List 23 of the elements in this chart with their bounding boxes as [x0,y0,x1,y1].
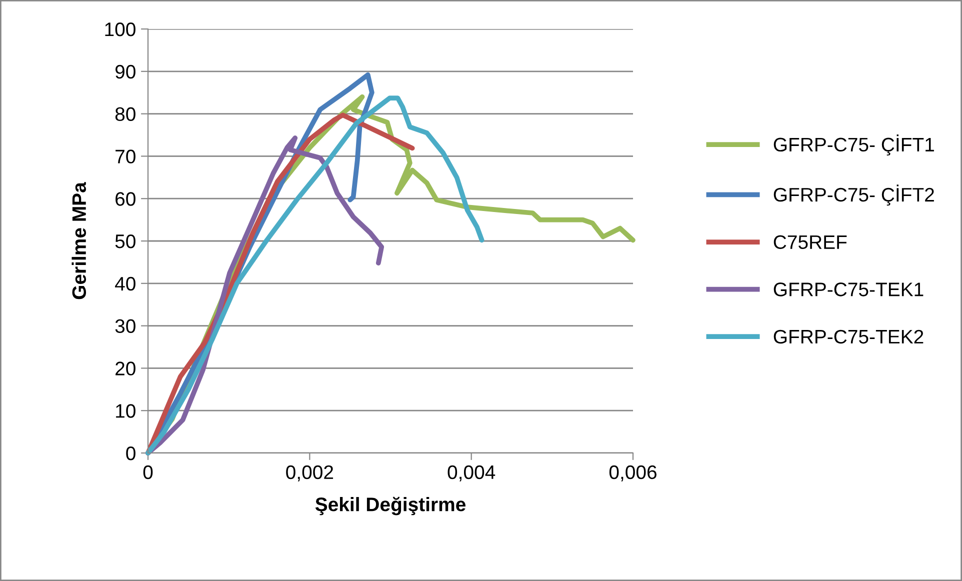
y-tick-label: 80 [115,107,136,122]
legend-label: GFRP-C75-TEK1 [774,282,924,296]
y-tick-label: 90 [115,64,136,79]
y-tick-label: 30 [115,319,136,334]
x-tick-label: 0,004 [448,465,496,482]
y-tick-label: 50 [115,234,136,248]
y-tick-label: 60 [116,192,136,206]
y-tick-label: 100 [105,22,136,36]
legend-label: GFRP-C75- ÇİFT2 [774,184,934,206]
legend-label: C75REF [774,235,847,250]
x-axis-title: Şekil Değiştirme [315,496,466,516]
y-tick-label: 10 [116,404,136,418]
line-series [146,96,484,456]
y-tick-label: 0 [126,446,136,460]
legend-label: GFRP-C75-TEK2 [774,330,924,344]
y-axis-title: Gerilme MPa [72,182,86,300]
x-tick-label: 0,006 [609,465,656,482]
y-tick-label: 70 [116,150,136,164]
y-tick-label: 20 [116,362,136,376]
x-tick-label: 0,002 [286,465,334,482]
legend-label: GFRP-C75- ÇİFT1 [774,134,934,156]
x-tick-label: 0 [143,465,153,480]
y-tick-label: 40 [115,276,136,291]
